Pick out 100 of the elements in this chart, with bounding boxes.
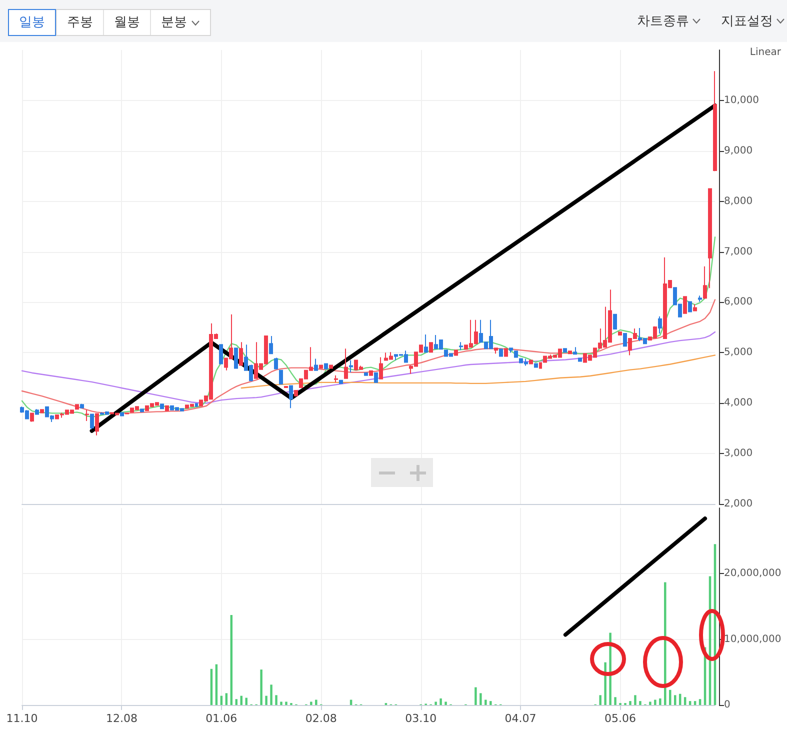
bar (484, 700, 487, 705)
candlestick (499, 348, 503, 358)
candlestick (459, 342, 463, 351)
bar (688, 701, 692, 705)
bar (285, 702, 288, 705)
text: 주봉 (67, 14, 93, 32)
bar (674, 695, 676, 705)
candlestick (75, 404, 79, 410)
y-tick-label: 4,000 (724, 398, 753, 409)
bar (604, 662, 606, 705)
candlestick (125, 412, 129, 415)
candlestick (504, 348, 508, 358)
candlestick (688, 300, 692, 313)
x-tick-label: 05.06 (604, 712, 636, 725)
candlestick (454, 349, 458, 356)
text: Linear (750, 47, 781, 58)
bar (434, 702, 437, 705)
text: 분봉 (161, 14, 187, 32)
candlestick (140, 408, 144, 413)
text: 월봉 (114, 14, 140, 32)
bar (280, 702, 282, 705)
candlestick (284, 385, 288, 388)
line-series (240, 354, 716, 389)
candlestick (269, 336, 273, 355)
candlestick (349, 360, 353, 373)
candlestick (234, 347, 238, 370)
bar (694, 701, 696, 705)
candlestick (80, 403, 84, 409)
y-tick-label: 6,000 (724, 296, 753, 308)
y-tick-label: 0 (724, 700, 730, 710)
y-tick-label: 10,000 (724, 94, 759, 106)
bar (629, 701, 632, 705)
x-tick-label: 02.08 (305, 712, 337, 725)
candlestick (279, 369, 283, 385)
line-series (90, 103, 717, 433)
candlestick (319, 364, 323, 370)
bar (698, 699, 702, 705)
x-tick-label: 12.08 (106, 712, 138, 725)
candlestick (509, 347, 513, 354)
candlestick (120, 412, 124, 417)
candlestick (429, 342, 433, 354)
x-tick-label: 03.10 (405, 712, 437, 725)
y-tick-label: 20,000,000 (724, 568, 782, 580)
bar (310, 702, 312, 705)
bar (480, 693, 482, 705)
bar (649, 702, 652, 705)
candlestick (424, 334, 428, 354)
candlestick (698, 295, 702, 302)
candlestick (364, 372, 368, 376)
candlestick (219, 344, 223, 365)
candlestick (160, 403, 164, 410)
bar (659, 698, 662, 705)
bar (440, 698, 442, 705)
line-series (21, 236, 716, 418)
bar (315, 700, 318, 705)
candlestick (334, 374, 338, 383)
candlestick (95, 412, 99, 436)
y-tick-label: 5,000 (724, 347, 753, 358)
bar (614, 697, 616, 705)
text: 차트종류 (637, 13, 689, 30)
bar (240, 696, 242, 705)
candlestick (618, 330, 622, 336)
candlestick (568, 350, 572, 355)
bar (664, 582, 666, 705)
y-tick-label: 7,000 (724, 246, 753, 258)
line-series (21, 299, 716, 414)
line-series (21, 331, 716, 404)
candlestick (693, 304, 697, 312)
candlestick (379, 356, 383, 380)
candlestick (708, 188, 712, 289)
candlestick (563, 348, 567, 354)
candlestick (494, 347, 498, 354)
bar (669, 690, 672, 705)
y-tick-label: 8,000 (724, 196, 753, 207)
candlestick (374, 372, 378, 384)
candlestick (339, 379, 343, 384)
bar (225, 693, 228, 705)
candlestick (703, 266, 707, 300)
bar (599, 695, 602, 705)
candlestick (573, 346, 577, 356)
x-tick-label: 01.06 (206, 712, 238, 725)
bar (245, 698, 248, 705)
text: 일봉 (19, 14, 45, 32)
candlestick (534, 362, 538, 368)
candlestick (324, 362, 328, 370)
bar (265, 696, 268, 705)
bar (684, 697, 686, 705)
candlestick (529, 359, 533, 365)
candlestick (195, 402, 198, 408)
candlestick (623, 332, 627, 348)
candlestick (514, 350, 518, 358)
candlestick (578, 357, 582, 362)
candlestick (40, 408, 44, 414)
candlestick (344, 348, 348, 380)
candlestick (294, 389, 298, 398)
candlestick (713, 70, 717, 172)
bar (654, 700, 656, 705)
candlestick (683, 296, 687, 314)
bar (490, 701, 492, 705)
candlestick (35, 408, 39, 416)
